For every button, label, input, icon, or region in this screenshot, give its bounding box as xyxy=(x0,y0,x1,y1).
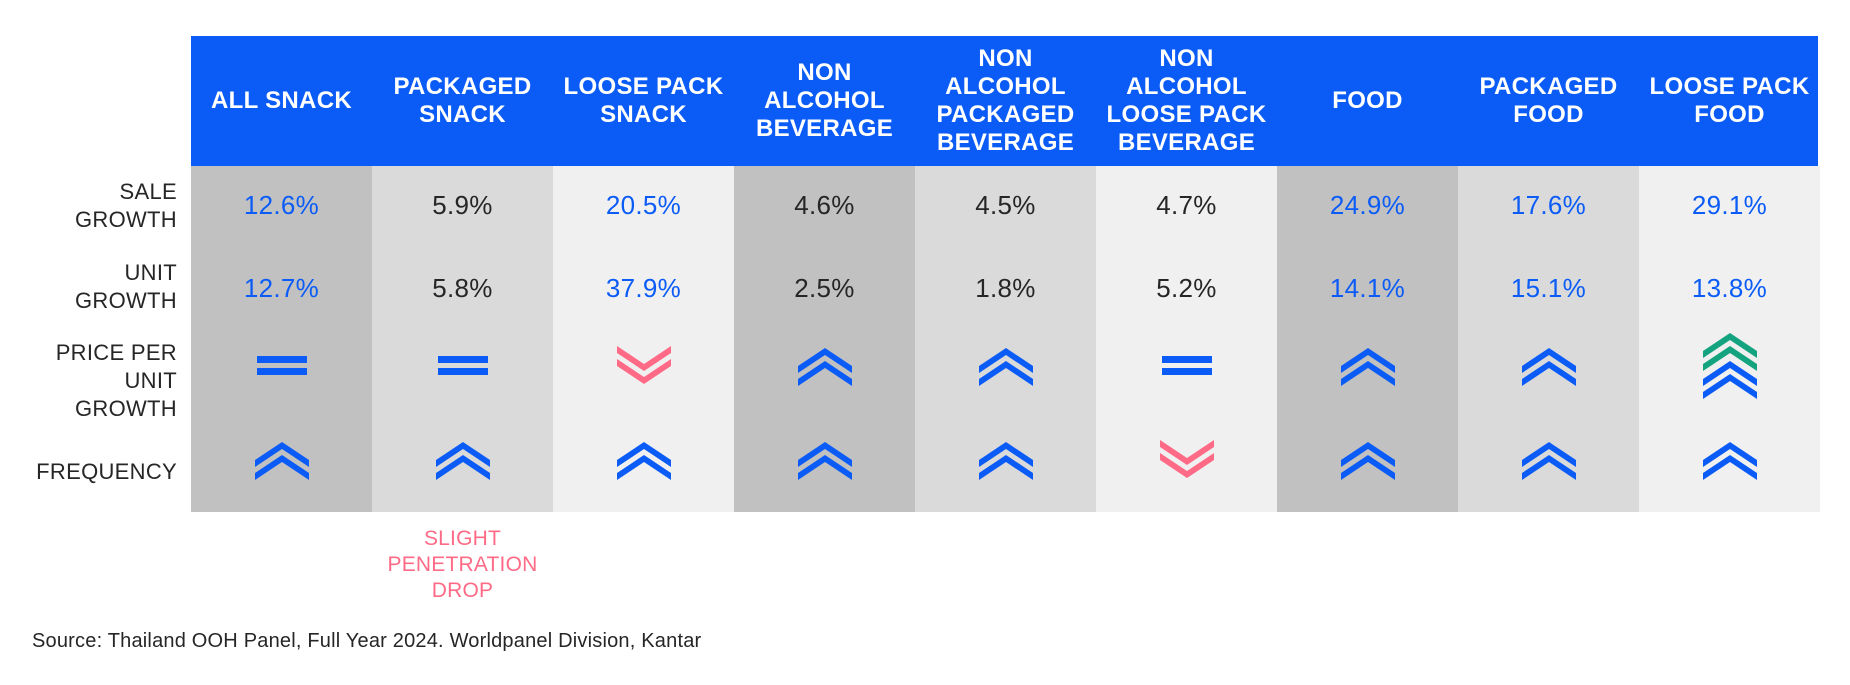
sale-growth-value: 4.7% xyxy=(1156,190,1217,220)
double-chevron-up-icon xyxy=(616,442,671,480)
sale-growth-value: 4.6% xyxy=(794,190,855,220)
double-chevron-up-icon xyxy=(1340,348,1395,386)
unit-growth-value: 15.1% xyxy=(1510,273,1587,303)
column-header: NON ALCOHOL LOOSE PACK BEVERAGE xyxy=(1106,45,1267,156)
unit-growth-value: 14.1% xyxy=(1329,273,1406,303)
unit-growth-value: 5.2% xyxy=(1156,273,1217,303)
frequency-cell xyxy=(1096,438,1277,482)
double-chevron-up-icon xyxy=(1521,442,1576,480)
unit-growth-value: 2.5% xyxy=(794,273,855,303)
double-chevron-up-icon xyxy=(1702,442,1757,480)
double-chevron-up-icon xyxy=(797,348,852,386)
frequency-cell xyxy=(1639,438,1820,482)
double-chevron-up-icon xyxy=(978,442,1033,480)
price-per-unit-cell xyxy=(915,344,1096,388)
price-per-unit-cell xyxy=(1458,344,1639,388)
sale-growth-value: 12.6% xyxy=(243,190,320,220)
column-header: PACKAGED FOOD xyxy=(1479,73,1618,128)
sale-growth-value: 17.6% xyxy=(1510,190,1587,220)
table-header-band xyxy=(191,36,1818,166)
double-chevron-up-icon xyxy=(797,442,852,480)
frequency-cell xyxy=(191,438,372,482)
unit-growth-value: 13.8% xyxy=(1691,273,1768,303)
equal-icon xyxy=(1161,356,1212,375)
column-header: NON ALCOHOL BEVERAGE xyxy=(755,59,894,142)
unit-growth-value: 37.9% xyxy=(605,273,682,303)
double-chevron-up-icon xyxy=(1340,442,1395,480)
column-background xyxy=(1096,166,1277,512)
unit-growth-value: 5.8% xyxy=(432,273,493,303)
unit-growth-value: 1.8% xyxy=(975,273,1036,303)
column-background xyxy=(915,166,1096,512)
frequency-cell xyxy=(915,438,1096,482)
equal-icon xyxy=(256,356,307,375)
frequency-cell xyxy=(372,438,553,482)
price-per-unit-cell xyxy=(1096,344,1277,388)
column-background xyxy=(1277,166,1458,512)
column-background xyxy=(191,166,372,512)
price-per-unit-cell xyxy=(191,344,372,388)
double-chevron-up-icon xyxy=(1521,348,1576,386)
quad-chevron-up-icon xyxy=(1702,333,1757,399)
price-per-unit-cell xyxy=(1277,344,1458,388)
column-header: LOOSE PACK FOOD xyxy=(1649,73,1810,128)
frequency-cell xyxy=(1458,438,1639,482)
row-label: PRICE PER UNIT GROWTH xyxy=(55,340,177,421)
sale-growth-value: 24.9% xyxy=(1329,190,1406,220)
sale-growth-value: 4.5% xyxy=(975,190,1036,220)
column-background xyxy=(734,166,915,512)
double-chevron-down-icon xyxy=(1159,440,1214,478)
price-per-unit-cell xyxy=(372,344,553,388)
column-header: PACKAGED SNACK xyxy=(393,73,532,128)
price-per-unit-cell xyxy=(1639,333,1820,399)
double-chevron-down-icon xyxy=(616,346,671,384)
column-header: FOOD xyxy=(1332,87,1403,114)
double-chevron-up-icon xyxy=(978,348,1033,386)
source-note: Source: Thailand OOH Panel, Full Year 20… xyxy=(32,630,702,652)
unit-growth-value: 12.7% xyxy=(243,273,320,303)
double-chevron-up-icon xyxy=(254,442,309,480)
column-header: ALL SNACK xyxy=(211,87,352,114)
column-background xyxy=(372,166,553,512)
frequency-cell xyxy=(734,438,915,482)
double-chevron-up-icon xyxy=(435,442,490,480)
sale-growth-value: 20.5% xyxy=(605,190,682,220)
equal-icon xyxy=(437,356,488,375)
column-background xyxy=(553,166,734,512)
row-label: SALE GROWTH xyxy=(74,179,177,232)
sale-growth-value: 29.1% xyxy=(1691,190,1768,220)
penetration-note: SLIGHT PENETRATION DROP xyxy=(387,527,538,602)
row-label: UNIT GROWTH xyxy=(74,260,177,313)
sale-growth-value: 5.9% xyxy=(432,190,493,220)
column-header: NON ALCOHOL PACKAGED BEVERAGE xyxy=(936,45,1075,156)
frequency-cell xyxy=(1277,438,1458,482)
column-background xyxy=(1458,166,1639,512)
price-per-unit-cell xyxy=(734,344,915,388)
price-per-unit-cell xyxy=(553,344,734,388)
frequency-cell xyxy=(553,438,734,482)
row-label: FREQUENCY xyxy=(36,459,177,484)
column-header: LOOSE PACK SNACK xyxy=(563,73,724,128)
